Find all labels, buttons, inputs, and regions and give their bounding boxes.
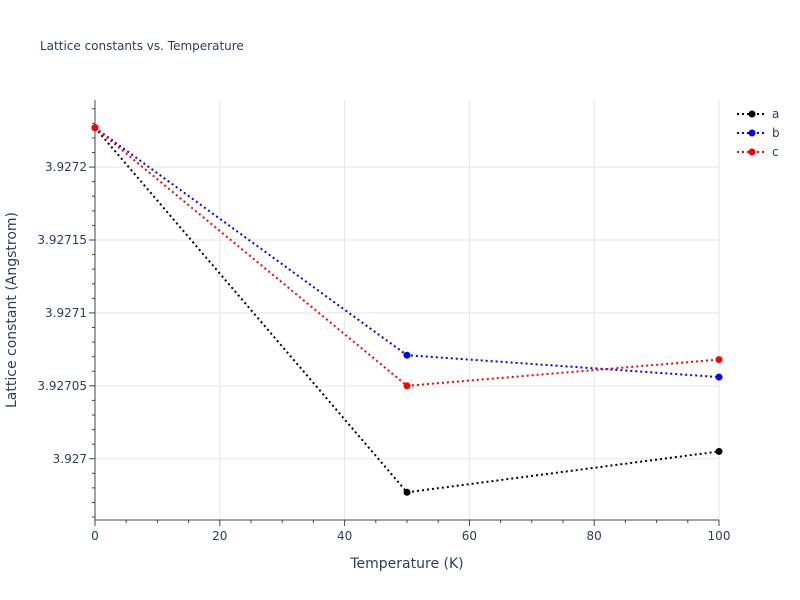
chart-title: Lattice constants vs. Temperature <box>40 39 244 53</box>
series-line-b <box>94 126 720 379</box>
series-point-c <box>91 124 99 132</box>
y-tick-label: 3.9272 <box>45 160 87 174</box>
x-tick-label: 80 <box>587 529 602 543</box>
x-tick-label: 0 <box>91 529 99 543</box>
y-tick-label: 3.92705 <box>37 379 87 393</box>
series-point-b <box>403 351 411 359</box>
series-point-c <box>715 356 723 364</box>
legend-marker-c <box>748 148 756 156</box>
y-axis-title: Lattice constant (Angstrom) <box>4 212 20 408</box>
x-tick-label: 100 <box>708 529 731 543</box>
series-lines <box>91 124 723 496</box>
y-tick-label: 3.9271 <box>45 306 87 320</box>
legend-label-c: c <box>772 145 779 159</box>
series-point-a <box>403 488 411 496</box>
series-line-a <box>94 127 720 494</box>
legend-marker-a <box>748 110 756 118</box>
legend[interactable]: abc <box>737 107 780 159</box>
series-point-a <box>715 447 723 455</box>
series-point-c <box>403 382 411 390</box>
legend-item-b[interactable]: b <box>737 126 780 140</box>
x-tick-label: 40 <box>337 529 352 543</box>
legend-marker-b <box>748 129 756 137</box>
grid-lines <box>95 100 720 520</box>
legend-label-b: b <box>772 126 780 140</box>
series-line-c <box>94 126 720 387</box>
legend-item-c[interactable]: c <box>737 145 779 159</box>
y-tick-label: 3.927 <box>53 452 87 466</box>
y-tick-label: 3.92715 <box>37 233 87 247</box>
x-tick-label: 20 <box>212 529 227 543</box>
series-point-b <box>715 373 723 381</box>
legend-label-a: a <box>772 107 779 121</box>
axes: 0 20 40 60 80 100 3.927 3.92705 3.9271 3.92715 3.9… <box>37 100 730 543</box>
x-tick-label: 60 <box>462 529 477 543</box>
legend-item-a[interactable]: a <box>737 107 779 121</box>
x-axis-title: Temperature (K) <box>349 556 463 572</box>
